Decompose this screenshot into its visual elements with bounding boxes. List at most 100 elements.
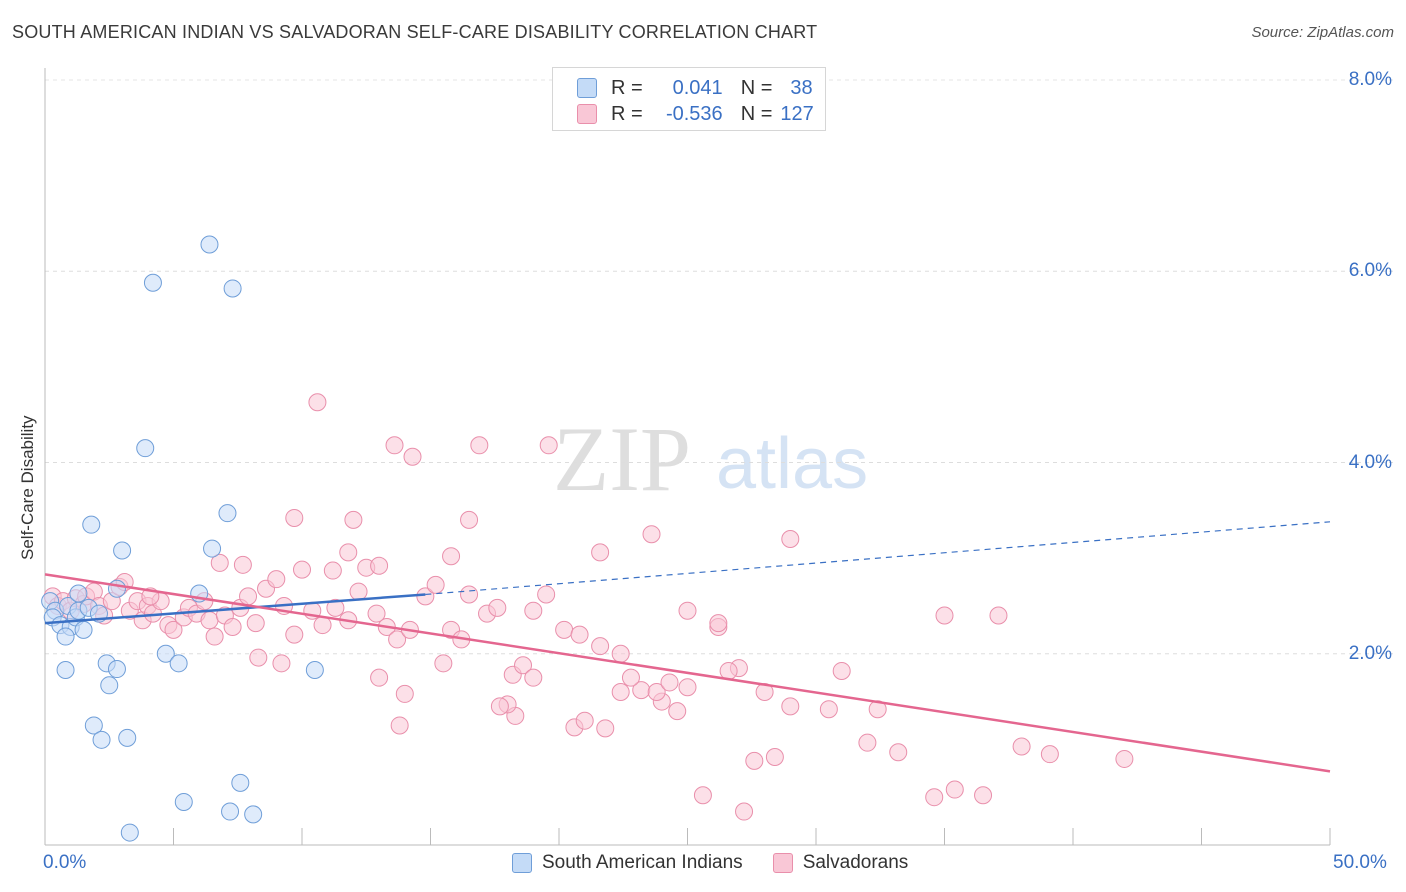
salvadoran-point [1040,745,1059,764]
south-american-indian-point [113,541,132,560]
salvadoran-point [668,702,687,721]
south-american-indian-point [74,620,93,639]
y-axis-label: Self-Care Disability [18,415,37,560]
south-american-indian-point [118,728,137,747]
south-american-indian-point [92,730,111,749]
salvadoran-point [621,668,640,687]
salvadoran-point [388,630,407,649]
salvadoran-point [989,606,1008,625]
salvadoran-point [308,393,327,412]
south-american-indian-point [174,792,193,811]
legend-n-value: 38 [790,76,813,99]
salvadoran-point [339,543,358,562]
salvadoran-point [678,678,697,697]
south-american-indian-point [156,644,175,663]
salvadoran-point [385,436,404,455]
salvadoran-point [524,601,543,620]
salvadoran-point [313,616,332,635]
salvadoran-point [539,436,558,455]
salvadoran-point [403,447,422,466]
legend-item-south-american-indians: South American Indians [512,852,743,874]
salvadoran-point [591,637,610,656]
watermark-zip: ZIP [553,408,691,510]
salvadoran-point [233,555,252,574]
source-label: Source: ZipAtlas.com [1251,24,1394,41]
x-tick-min: 0.0% [43,852,87,873]
salvadoran-point [611,644,630,663]
legend-n-label: N = [740,102,773,125]
salvadoran-point [935,606,954,625]
salvadoran-point [390,716,409,735]
salvadoran-point [570,625,589,644]
legend-swatch-blue [577,78,597,98]
correlation-legend: R = 0.041 N = 38 R = -0.536 N = 127 [552,67,826,131]
salvadoran-point [239,587,258,606]
salvadoran-point [367,604,386,623]
south-american-indian-point [218,504,237,523]
south-american-indian-point [136,439,155,458]
salvadoran-point [889,743,908,762]
legend-n-value: 127 [780,102,814,125]
salvadoran-point [395,684,414,703]
legend-label: South American Indians [542,852,743,873]
salvadoran-point [555,620,574,639]
salvadoran-point [442,547,461,566]
salvadoran-point [267,570,286,589]
legend-r-value: 0.041 [672,76,723,99]
south-american-indians-points [41,235,324,842]
salvadoran-point [974,786,993,805]
salvadoran-point [735,802,754,821]
x-tick-max: 50.0% [1333,852,1387,873]
salvadoran-point [765,748,784,767]
legend-r-label: R = [611,102,643,125]
salvadoran-point [925,788,944,807]
salvadoran-point [575,711,594,730]
salvadoran-point [370,668,389,687]
salvadoran-point [326,598,345,617]
south-american-indian-point [200,235,219,254]
salvadoran-point [434,654,453,673]
south-american-indians-trend-line [44,593,426,625]
salvadoran-point [249,648,268,667]
salvadoran-point [719,661,738,680]
south-american-indian-point [56,627,75,646]
watermark-atlas: atlas [716,424,868,504]
salvadoran-point [660,673,679,692]
y-tick-label: 2.0% [1348,642,1392,664]
salvadoran-point [426,575,445,594]
salvadoran-point [205,627,224,646]
south-american-indian-point [221,802,240,821]
salvadoran-point [868,700,887,719]
salvadoran-point [272,654,291,673]
chart-title: SOUTH AMERICAN INDIAN VS SALVADORAN SELF… [12,22,818,42]
salvadoran-point [709,614,728,633]
south-american-indian-point [120,823,139,842]
salvadoran-point [596,719,615,738]
salvadoran-point [1012,737,1031,756]
salvadoran-point [745,751,764,770]
legend-r-label: R = [611,76,643,99]
south-american-indian-point [244,805,263,824]
legend-label: Salvadorans [802,852,909,873]
legend-r-value: -0.536 [665,102,723,125]
salvadoran-point [460,510,479,529]
south-american-indian-point [143,273,162,292]
south-american-indian-point [107,579,126,598]
salvadoran-point [370,556,389,575]
south-american-indian-point [56,661,75,680]
legend-item-salvadorans: Salvadorans [772,852,909,874]
trend-lines [44,521,1331,773]
legend-swatch-pink [772,853,793,873]
legend-swatch-blue [512,853,532,873]
salvadoran-point [524,668,543,687]
salvadoran-point [678,601,697,620]
salvadoran-point [945,780,964,799]
salvadoran-point [323,561,342,580]
south-american-indian-point [203,539,222,558]
salvadoran-point [223,617,242,636]
salvadoran-point [537,585,556,604]
watermark: ZIP atlas [553,408,868,510]
salvadoran-point [647,683,666,701]
salvadoran-point [164,620,183,639]
salvadoran-point [200,611,219,630]
